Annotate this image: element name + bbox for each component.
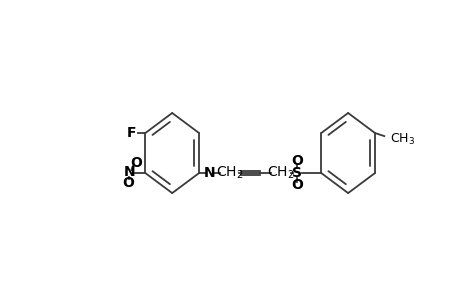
Text: N: N: [124, 165, 135, 179]
Text: CH$_2$: CH$_2$: [215, 165, 242, 181]
Text: N: N: [204, 166, 215, 180]
Text: F: F: [126, 126, 136, 140]
Text: O: O: [130, 156, 142, 170]
Text: CH$_2$: CH$_2$: [267, 165, 294, 181]
Text: S: S: [292, 166, 302, 180]
Text: O: O: [291, 154, 303, 168]
Text: O: O: [122, 176, 134, 190]
Text: O: O: [291, 178, 303, 192]
Text: CH$_3$: CH$_3$: [390, 132, 414, 147]
